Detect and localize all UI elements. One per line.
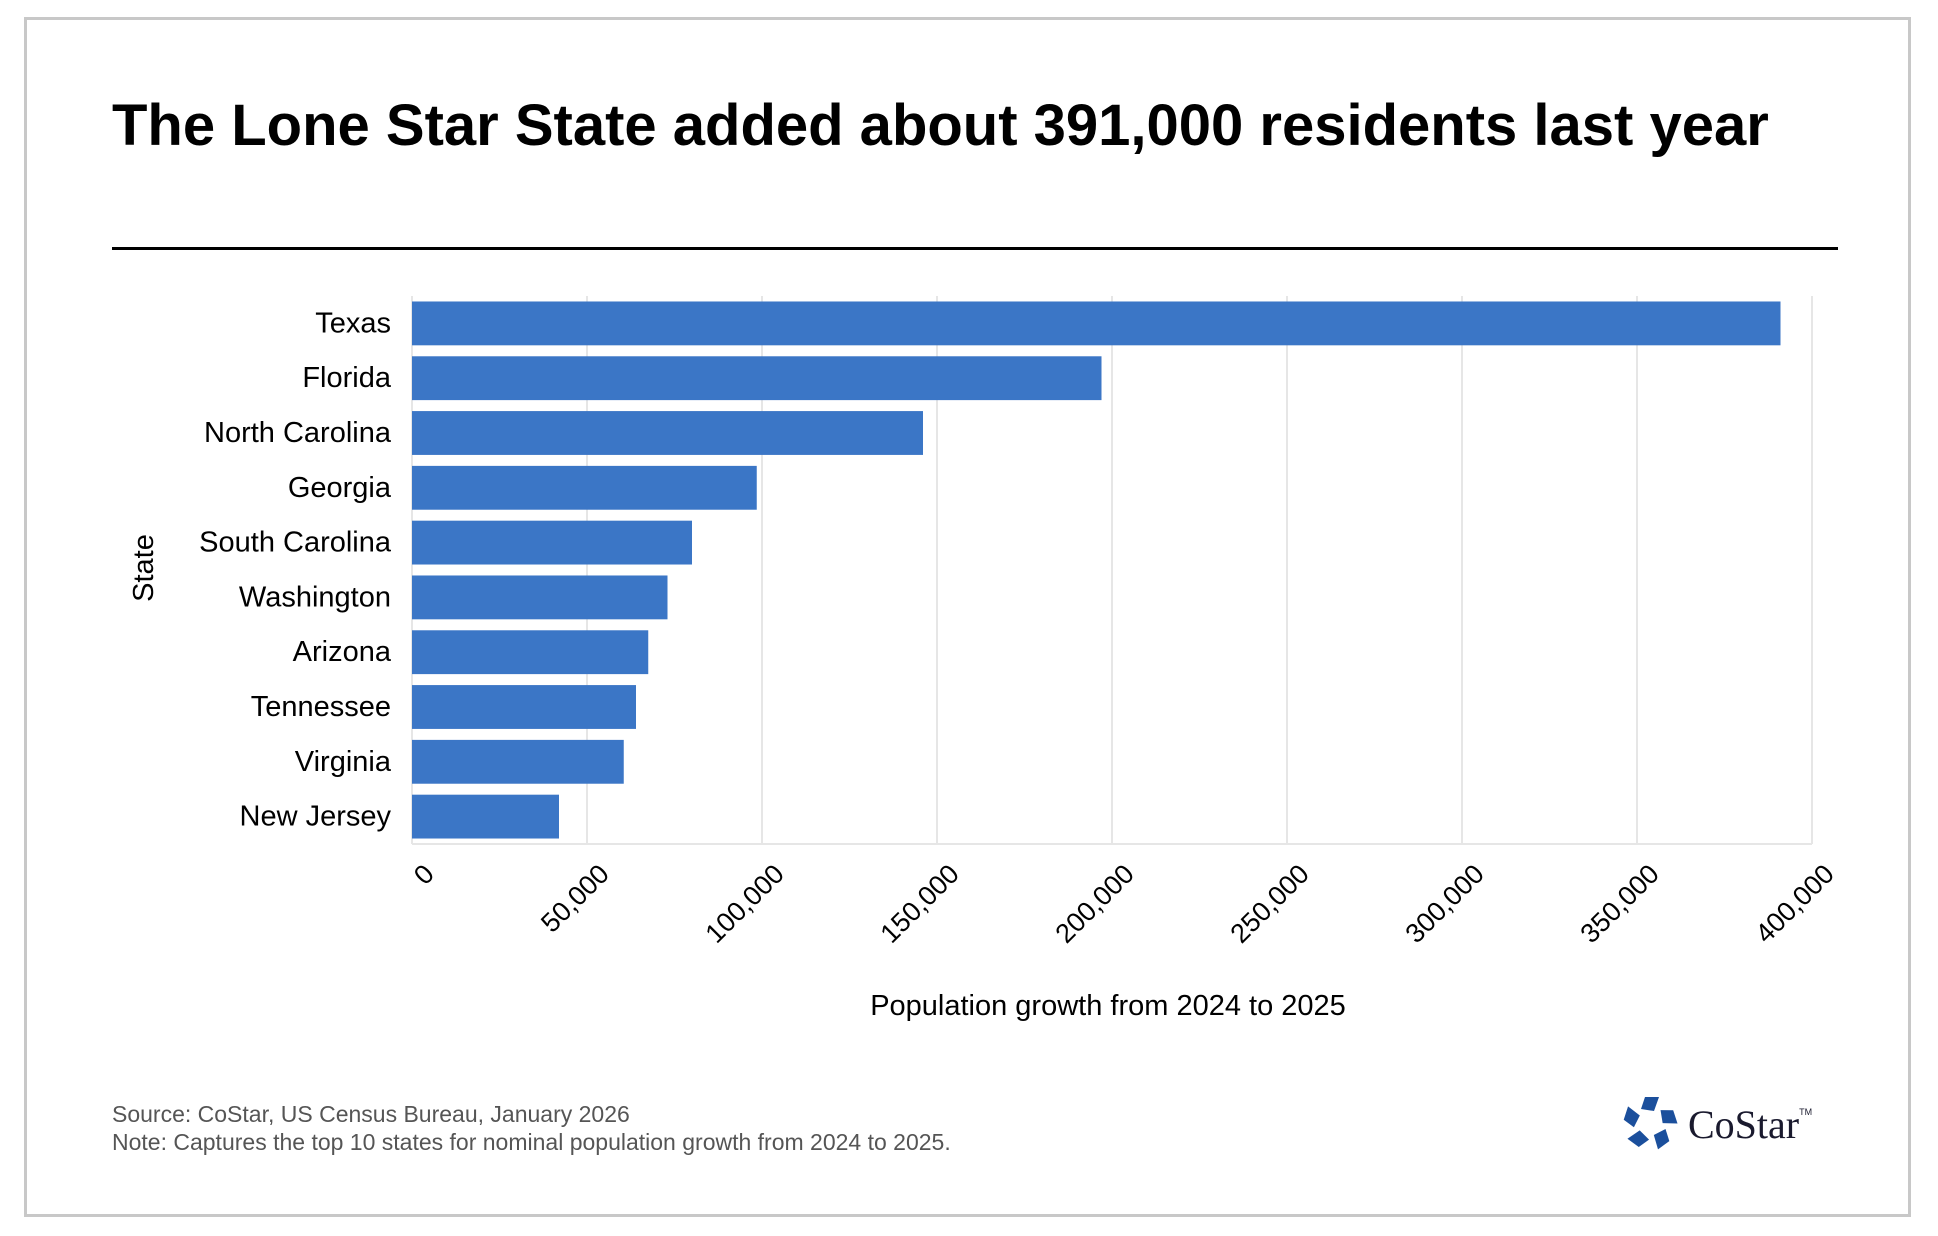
- title-divider: [112, 247, 1838, 250]
- y-tick-label: South Carolina: [199, 527, 392, 559]
- chart-title: The Lone Star State added about 391,000 …: [112, 93, 1769, 158]
- x-tick-labels: 0 50,000 100,000 150,000 200,000 250,000 300,0…: [408, 859, 1840, 949]
- bar-virginia: [412, 739, 624, 784]
- y-tick-label: Tennessee: [251, 691, 391, 723]
- bars: [412, 301, 1781, 839]
- bar-new-jersey: [412, 794, 559, 839]
- y-tick-label: Arizona: [293, 636, 392, 668]
- costar-star-icon: [1623, 1097, 1678, 1150]
- y-tick-labels: Texas Florida North Carolina Georgia South C…: [199, 307, 392, 832]
- x-tick-label: 100,000: [700, 859, 790, 949]
- x-tick-label: 400,000: [1750, 859, 1840, 949]
- y-tick-label: Virginia: [295, 746, 392, 778]
- x-tick-label: 150,000: [875, 859, 965, 949]
- bar-tennessee: [412, 685, 636, 729]
- y-tick-label: Florida: [302, 362, 392, 394]
- x-tick-label: 0: [408, 859, 440, 891]
- y-tick-label: New Jersey: [240, 801, 392, 833]
- source-note: Source: CoStar, US Census Bureau, Januar…: [112, 1101, 630, 1127]
- bar-chart: Texas Florida North Carolina Georgia South C…: [128, 296, 1840, 1022]
- bar-arizona: [412, 630, 649, 675]
- methodology-note: Note: Captures the top 10 states for nom…: [112, 1129, 951, 1155]
- x-tick-label: 200,000: [1050, 859, 1140, 949]
- costar-wordmark: CoStarTM: [1688, 1102, 1813, 1147]
- bar-washington: [412, 575, 668, 620]
- bar-north-carolina: [412, 411, 923, 455]
- y-tick-label: Texas: [315, 307, 391, 339]
- x-tick-label: 350,000: [1575, 859, 1665, 949]
- y-tick-label: North Carolina: [204, 417, 392, 449]
- y-tick-label: Washington: [239, 581, 391, 613]
- x-tick-label: 300,000: [1400, 859, 1490, 949]
- y-axis-label: State: [128, 534, 160, 602]
- y-tick-label: Georgia: [288, 472, 392, 504]
- bar-texas: [412, 301, 1781, 346]
- bar-florida: [412, 356, 1102, 401]
- x-tick-label: 250,000: [1225, 859, 1315, 949]
- x-tick-label: 50,000: [535, 859, 615, 939]
- bar-south-carolina: [412, 520, 692, 565]
- x-axis-label: Population growth from 2024 to 2025: [870, 990, 1346, 1022]
- chart-footer: Source: CoStar, US Census Bureau, Januar…: [112, 1100, 951, 1156]
- bar-georgia: [412, 465, 757, 510]
- chart-frame: [24, 17, 1911, 1217]
- costar-logo: CoStarTM: [1622, 1095, 1822, 1155]
